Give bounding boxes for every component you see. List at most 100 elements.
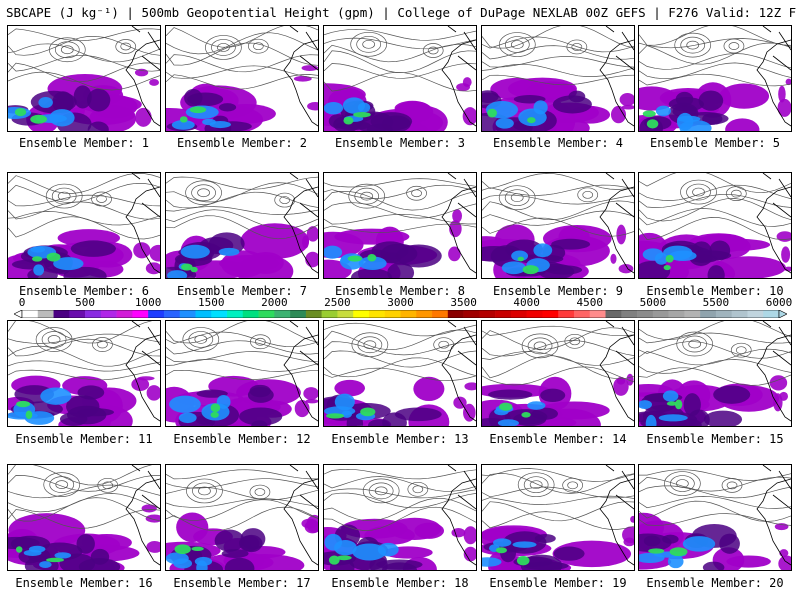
- colorbar-swatch: [606, 310, 622, 318]
- colorbar-tick-label: 2000: [261, 297, 288, 309]
- map-graphic: [324, 26, 476, 131]
- ensemble-member-caption: Ensemble Member: 9: [479, 284, 637, 298]
- height-contours: [8, 321, 160, 380]
- map-graphic: [482, 321, 634, 426]
- colorbar-swatch: [700, 310, 716, 318]
- cape-shading: [324, 209, 462, 278]
- colorbar-tick-label: 4000: [513, 297, 540, 309]
- map-graphic: [8, 26, 160, 131]
- height-contours: [8, 173, 160, 239]
- colorbar-swatch: [274, 310, 290, 318]
- ensemble-map-panel: [323, 172, 477, 279]
- ensemble-member-caption: Ensemble Member: 15: [636, 432, 794, 446]
- colorbar-swatch: [180, 310, 196, 318]
- map-graphic: [166, 465, 318, 570]
- ensemble-map-panel: [638, 172, 792, 279]
- ensemble-map-panel: [7, 25, 161, 132]
- ensemble-map-panel: [165, 320, 319, 427]
- colorbar-swatch: [227, 310, 243, 318]
- colorbar-swatch: [669, 310, 685, 318]
- ensemble-map-panel: [165, 464, 319, 571]
- ensemble-member-caption: Ensemble Member: 17: [163, 576, 321, 590]
- ensemble-map-panel: [481, 172, 635, 279]
- colorbar-swatch: [448, 310, 464, 318]
- ensemble-member-caption: Ensemble Member: 18: [321, 576, 479, 590]
- height-contours: [639, 26, 791, 86]
- height-contours: [639, 470, 791, 526]
- cape-shading: [639, 231, 791, 278]
- cape-shading: [482, 78, 634, 131]
- height-contours: [482, 326, 634, 385]
- ensemble-member-caption: Ensemble Member: 20: [636, 576, 794, 590]
- colorbar-swatch: [148, 310, 164, 318]
- colorbar-swatch: [337, 310, 353, 318]
- height-contours: [639, 173, 791, 240]
- cape-shading: [166, 223, 318, 278]
- colorbar-swatch: [464, 310, 480, 318]
- ensemble-map-panel: [323, 320, 477, 427]
- colorbar-swatch: [432, 310, 448, 318]
- colorbar-swatch: [85, 310, 101, 318]
- ensemble-map-panel: [323, 25, 477, 132]
- colorbar-swatch: [132, 310, 148, 318]
- ensemble-member-caption: Ensemble Member: 11: [5, 432, 163, 446]
- map-graphic: [482, 173, 634, 278]
- colorbar-swatch: [322, 310, 338, 318]
- ensemble-member-caption: Ensemble Member: 7: [163, 284, 321, 298]
- ensemble-map-panel: [481, 464, 635, 571]
- cape-shading: [482, 516, 634, 570]
- ensemble-member-caption: Ensemble Member: 16: [5, 576, 163, 590]
- ensemble-member-caption: Ensemble Member: 19: [479, 576, 637, 590]
- map-graphic: [166, 321, 318, 426]
- colorbar-swatch: [54, 310, 70, 318]
- map-graphic: [324, 465, 476, 570]
- colorbar-swatch: [416, 310, 432, 318]
- colorbar-swatch: [211, 310, 227, 318]
- colorbar-swatch: [38, 310, 54, 318]
- colorbar-tick-label: 2500: [324, 297, 351, 309]
- colorbar-swatch: [290, 310, 306, 318]
- colorbar-swatch: [542, 310, 558, 318]
- coastline: [600, 321, 634, 421]
- map-graphic: [8, 465, 160, 570]
- map-graphic: [324, 321, 476, 426]
- colorbar-swatch: [259, 310, 275, 318]
- colorbar-swatch: [353, 310, 369, 318]
- map-title: SBCAPE (J kg⁻¹) | 500mb Geopotential Hei…: [6, 5, 796, 21]
- colorbar-tick-label: 500: [75, 297, 95, 309]
- cape-shading: [324, 518, 476, 570]
- colorbar-swatch: [22, 310, 38, 318]
- colorbar-swatch: [69, 310, 85, 318]
- colorbar-swatch: [558, 310, 574, 318]
- height-contours: [324, 323, 476, 381]
- height-contours: [482, 469, 634, 530]
- ensemble-member-caption: Ensemble Member: 1: [5, 136, 163, 150]
- ensemble-member-caption: Ensemble Member: 2: [163, 136, 321, 150]
- colorbar-tick-label: 4500: [577, 297, 604, 309]
- colorbar-swatch: [716, 310, 732, 318]
- colorbar-tick-label: 6000: [766, 297, 793, 309]
- colorbar-swatch: [590, 310, 606, 318]
- height-contours: [166, 321, 318, 380]
- colorbar-swatch: [369, 310, 385, 318]
- colorbar-tick-label: 1000: [135, 297, 162, 309]
- map-graphic: [324, 173, 476, 278]
- map-graphic: [639, 465, 791, 570]
- cape-shading: [482, 224, 633, 278]
- ensemble-map-panel: [638, 320, 792, 427]
- colorbar-tick-label: 3500: [450, 297, 477, 309]
- ensemble-map-panel: [638, 25, 792, 132]
- colorbar-swatch: [511, 310, 527, 318]
- colorbar-swatch: [243, 310, 259, 318]
- map-graphic: [482, 26, 634, 131]
- colorbar-swatch: [117, 310, 133, 318]
- coastline: [284, 465, 318, 565]
- colorbar-tick-label: 5500: [703, 297, 730, 309]
- colorbar-swatch: [763, 310, 779, 318]
- cape-shading: [324, 377, 476, 426]
- ensemble-member-caption: Ensemble Member: 14: [479, 432, 637, 446]
- cape-shading: [639, 375, 788, 426]
- ensemble-map-panel: [323, 464, 477, 571]
- colorbar-swatch: [101, 310, 117, 318]
- colorbar-swatch: [479, 310, 495, 318]
